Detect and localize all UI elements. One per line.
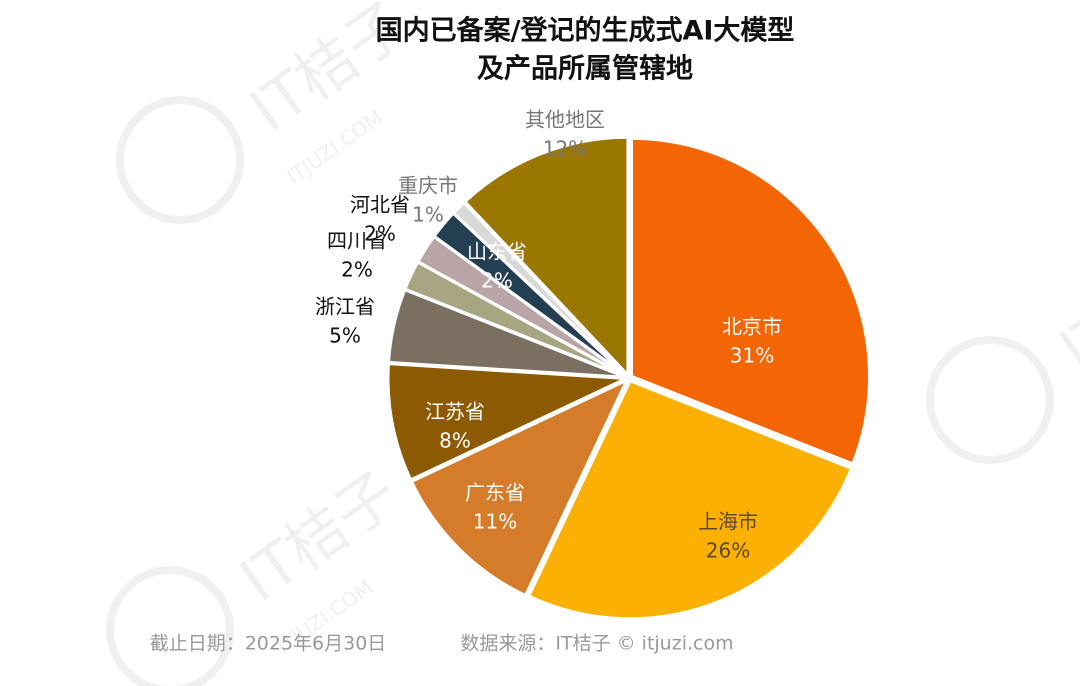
category-label: 北京市	[722, 315, 782, 339]
category-label: 其他地区	[525, 108, 605, 132]
value-label: 11%	[473, 510, 517, 534]
category-label: 重庆市	[398, 174, 458, 198]
pie-slice	[386, 362, 627, 482]
category-label: 上海市	[698, 510, 758, 534]
value-label: 1%	[412, 203, 444, 227]
footer-date: 截止日期：2025年6月30日	[150, 633, 387, 655]
value-label: 5%	[329, 324, 361, 348]
category-label: 山东省	[467, 240, 527, 264]
pie-slice	[409, 376, 631, 598]
chart-title: 国内已备案/登记的生成式AI大模型	[376, 15, 795, 47]
chart-title: 及产品所属管辖地	[477, 53, 693, 85]
labels: 北京市31%上海市26%广东省11%江苏省8%浙江省5%四川省2%山东省2%河北…	[315, 108, 782, 563]
pie	[386, 135, 871, 621]
pie-slice	[629, 136, 871, 466]
category-label: 四川省	[327, 229, 387, 253]
watermark-logo	[106, 566, 234, 686]
value-label: 2%	[364, 222, 396, 246]
value-label: 31%	[730, 344, 774, 368]
pie-slice	[462, 135, 630, 379]
category-label: 广东省	[465, 481, 525, 505]
category-label: 河北省	[350, 193, 410, 217]
category-label: 江苏省	[425, 400, 485, 424]
watermark-logo	[926, 336, 1054, 464]
category-label: 浙江省	[315, 295, 375, 319]
watermark-logo	[116, 96, 244, 224]
value-label: 26%	[706, 539, 750, 563]
value-label: 8%	[439, 429, 471, 453]
pie-slice	[526, 378, 854, 621]
footer-source: 数据来源：IT桔子 © itjuzi.com	[460, 633, 733, 655]
value-label: 12%	[543, 137, 587, 161]
value-label: 2%	[341, 258, 373, 282]
value-label: 2%	[481, 269, 513, 293]
